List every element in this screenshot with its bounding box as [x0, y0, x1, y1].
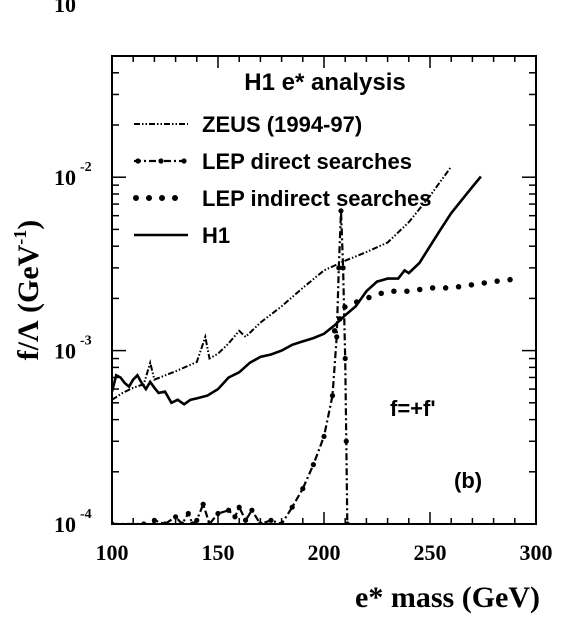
x-axis-title: e* mass (GeV)	[355, 581, 540, 614]
lep-direct-point	[336, 265, 342, 271]
x-tick-label: 250	[414, 540, 447, 565]
y-tick-label-exponent: -3	[80, 334, 92, 349]
y-axis-title-exponent: -1	[10, 230, 30, 245]
lep-direct-point	[226, 507, 232, 513]
lep-direct-point	[189, 521, 196, 524]
legend-marker	[135, 158, 141, 164]
y-tick-label-base: 10	[54, 339, 76, 364]
legend-item-lep-direct-searches: LEP direct searches	[134, 149, 412, 174]
lep-direct-point	[289, 504, 295, 510]
lep-direct-point	[338, 208, 344, 214]
y-tick-label-base: 10	[54, 0, 76, 17]
series-zeus-1994-97	[112, 166, 453, 401]
y-tick-label-exponent: -4	[80, 507, 92, 522]
lep-direct-point	[257, 521, 263, 524]
y-tick-label-exponent: -2	[80, 160, 92, 175]
svg-text:f/Λ (GeV-1): f/Λ (GeV-1)	[10, 220, 45, 361]
y-axis-title-main: f/Λ (GeV	[12, 244, 45, 360]
lep-direct-point	[185, 510, 191, 517]
lep-direct-point	[249, 507, 255, 513]
lep-direct-point	[194, 517, 200, 523]
x-tick-label: 200	[308, 540, 341, 565]
series-lep-indirect-searches	[331, 275, 522, 334]
legend-label: H1	[202, 223, 230, 248]
lep-direct-point	[179, 521, 185, 524]
y-axis-title-close: )	[12, 220, 45, 230]
lep-direct-point	[236, 504, 242, 510]
y-tick-label-exponent: -1	[80, 0, 92, 2]
legend-item-h1: H1	[134, 223, 230, 248]
legend-label: ZEUS (1994-97)	[202, 112, 362, 137]
lep-direct-point	[242, 517, 249, 523]
panel-label: (b)	[454, 468, 482, 493]
legend-marker	[181, 158, 187, 164]
lep-direct-point	[148, 525, 153, 530]
series-clip	[112, 166, 522, 530]
lep-direct-point	[206, 521, 213, 524]
lep-direct-point	[268, 517, 274, 523]
y-tick-label-base: 10	[54, 165, 76, 190]
lep-direct-point	[300, 486, 306, 492]
series-lep-direct-searches	[112, 210, 349, 524]
lep-direct-point	[321, 433, 327, 440]
legend-marker	[158, 158, 164, 164]
x-tick-labels: 100 150 200 250 300	[96, 540, 553, 565]
lep-direct-point	[200, 501, 206, 507]
legend-label: LEP indirect searches	[202, 186, 432, 211]
x-tick-label: 300	[520, 540, 553, 565]
series-layer	[112, 166, 522, 530]
lep-direct-point	[279, 521, 285, 524]
lep-direct-point	[343, 438, 349, 444]
lep-direct-point	[232, 514, 238, 520]
lep-direct-point	[340, 265, 346, 271]
x-tick-label: 150	[202, 540, 235, 565]
y-axis-title: f/Λ (GeV-1)	[10, 220, 45, 361]
series-h1	[112, 175, 482, 406]
lep-direct-point	[173, 514, 179, 520]
y-tick-label-base: 10	[54, 512, 76, 537]
lep-direct-point	[112, 521, 115, 524]
lep-direct-point	[329, 393, 336, 399]
legend-label: LEP direct searches	[202, 149, 412, 174]
lep-direct-point	[344, 521, 350, 524]
lep-direct-point	[162, 521, 168, 524]
legend: ZEUS (1994-97) LEP direct searches LEP ind…	[133, 112, 432, 248]
x-tick-label: 100	[96, 540, 129, 565]
lep-direct-point	[310, 462, 316, 468]
lep-direct-point	[141, 521, 147, 524]
lep-direct-point	[342, 355, 348, 362]
coupling-annotation: f=+f'	[390, 396, 436, 421]
y-tick-labels: 10 -4 10 -3 10 -2 10 -1	[54, 0, 92, 537]
lep-direct-point	[215, 510, 221, 517]
chart-title: H1 e* analysis	[244, 69, 405, 96]
legend-item-lep-indirect-searches: LEP indirect searches	[133, 186, 432, 211]
lep-direct-point	[334, 334, 340, 340]
legend-item-zeus-1994-97: ZEUS (1994-97)	[134, 112, 362, 137]
lep-direct-point	[151, 517, 157, 523]
axis-ticks	[111, 55, 537, 525]
